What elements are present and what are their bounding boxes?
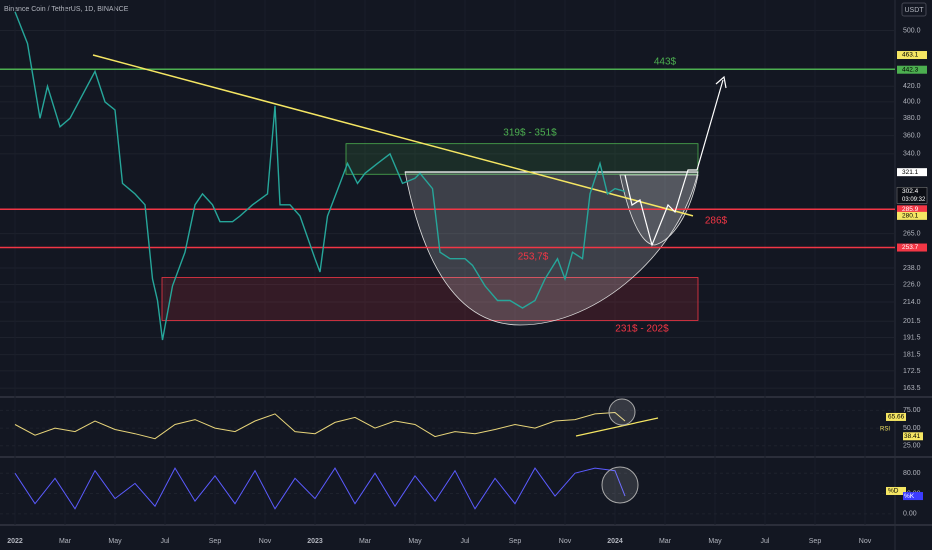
series-line	[14, 467, 626, 510]
y-tick-label: 226.0	[903, 281, 921, 288]
y-tick-label: 163.5	[903, 385, 921, 392]
annotation: 253,7$	[518, 252, 549, 263]
y-tick-label: 181.5	[903, 352, 921, 359]
price-tag-label: 442.3	[902, 66, 919, 73]
annotation: 443$	[654, 57, 677, 68]
zone	[161, 277, 699, 321]
y-tick-label: 380.0	[903, 115, 921, 122]
y-tick-label: 420.0	[903, 83, 921, 90]
price-tag-label: 65.66	[888, 414, 905, 421]
x-tick-label: Mar	[359, 538, 372, 545]
price-tag	[897, 211, 927, 220]
rsi-trend	[575, 417, 659, 437]
y-tick-label: 265.0	[903, 230, 921, 237]
price-tag	[897, 51, 927, 60]
y-tick-label: 500.0	[903, 27, 921, 34]
price-tag	[897, 65, 927, 74]
price-tag-label: %D	[888, 488, 899, 495]
x-tick-label: May	[708, 538, 722, 545]
price-tag	[897, 168, 927, 177]
x-tick-label: May	[108, 538, 122, 545]
x-tick-label: May	[408, 538, 422, 545]
y-tick-label: 214.0	[903, 299, 921, 306]
cup-shape	[404, 171, 699, 326]
y-tick-label: 340.0	[903, 151, 921, 158]
price-tag-label: 253.7	[902, 244, 919, 251]
x-tick-label: Sep	[809, 538, 822, 545]
y-tick-label: 191.5	[903, 334, 921, 341]
x-tick-label: Sep	[209, 538, 222, 545]
price-tag-label: %K	[904, 493, 915, 500]
projection-arrow	[624, 75, 727, 247]
handle-shape	[619, 174, 699, 246]
price-tag-sub: 03:09:32	[902, 197, 926, 203]
x-tick-label: Jul	[761, 538, 770, 545]
price-tag	[897, 205, 927, 214]
highlight-circle	[601, 466, 639, 504]
price-tag	[903, 492, 923, 501]
x-tick-label: 2024	[607, 538, 623, 545]
zone	[345, 143, 699, 175]
currency-button[interactable]	[901, 2, 927, 17]
price-tag	[903, 432, 923, 441]
price-tag-label: 463.1	[902, 52, 919, 59]
price-tag	[886, 412, 906, 421]
annotation: 319$ - 351$	[503, 128, 557, 139]
y-tick-label: 400.0	[903, 99, 921, 106]
x-tick-label: Jul	[461, 538, 470, 545]
y-tick-label: 0.00	[903, 511, 917, 518]
x-tick-label: Jul	[161, 538, 170, 545]
series-line	[14, 411, 626, 440]
price-tag-label: 285.9	[902, 206, 919, 213]
y-tick-label: 75.00	[903, 407, 921, 414]
x-tick-label: Nov	[259, 538, 272, 545]
y-tick-label: 360.0	[903, 132, 921, 139]
x-tick-label: Nov	[859, 538, 872, 545]
price-tag-label: 38.41	[904, 433, 921, 440]
y-tick-label: 50.00	[903, 425, 921, 432]
currency[interactable]: USDT	[904, 7, 924, 14]
annotation: 286$	[705, 216, 728, 227]
trendline	[92, 54, 694, 217]
highlight-circle	[608, 398, 636, 426]
x-tick-label: Mar	[59, 538, 72, 545]
x-tick-label: Mar	[659, 538, 672, 545]
price-tag-label: 321.1	[902, 169, 919, 176]
y-tick-label: 25.00	[903, 443, 921, 450]
price-tag	[897, 243, 927, 252]
x-tick-label: Nov	[559, 538, 572, 545]
y-tick-label: 201.5	[903, 318, 921, 325]
x-tick-label: Sep	[509, 538, 522, 545]
pane-name: RSI	[880, 427, 890, 433]
price-tag-label: 302.4	[902, 188, 919, 195]
price-tag-label: 280.1	[902, 213, 919, 220]
y-tick-label: 80.00	[903, 470, 921, 477]
y-tick-label: 172.5	[903, 368, 921, 375]
x-tick-label: 2022	[7, 538, 23, 545]
x-tick-label: 2023	[307, 538, 323, 545]
price-tag	[896, 187, 928, 204]
annotation: 231$ - 202$	[615, 324, 669, 335]
series-line	[14, 11, 626, 341]
y-tick-label: 238.0	[903, 265, 921, 272]
price-tag	[886, 486, 906, 495]
chart-title: Binance Coin / TetherUS, 1D, BINANCE	[4, 6, 129, 13]
